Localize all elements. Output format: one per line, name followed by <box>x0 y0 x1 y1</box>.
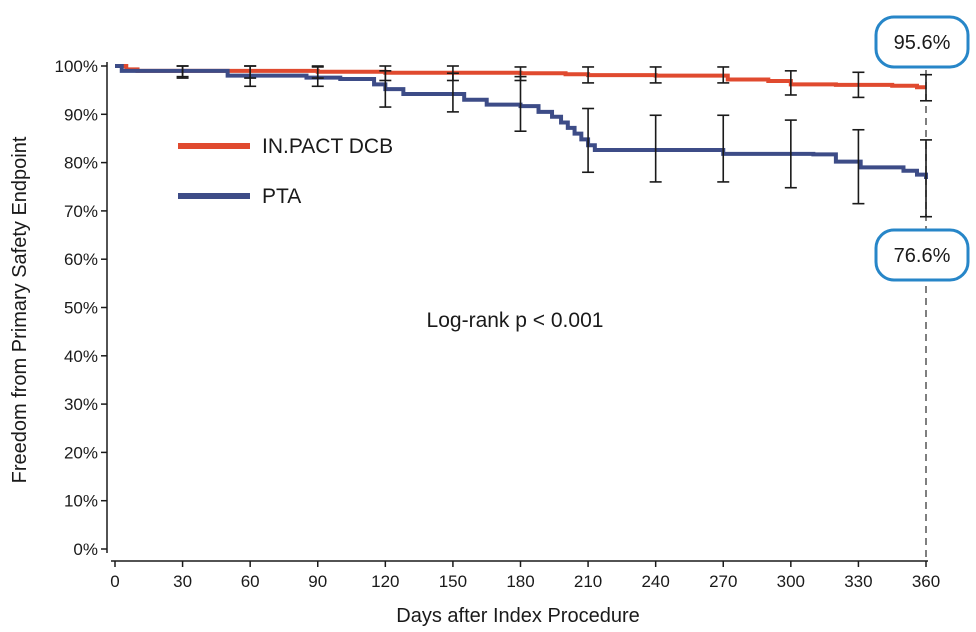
x-tick-label: 30 <box>173 572 192 591</box>
x-tick-label: 240 <box>641 572 669 591</box>
y-tick-label: 80% <box>64 154 98 173</box>
x-tick-label: 180 <box>506 572 534 591</box>
y-tick-label: 10% <box>64 492 98 511</box>
x-tick-label: 120 <box>371 572 399 591</box>
x-tick-label: 270 <box>709 572 737 591</box>
y-tick-label: 100% <box>55 57 98 76</box>
x-tick-label: 150 <box>439 572 467 591</box>
callout-dcb-final: 95.6% <box>876 17 968 67</box>
y-tick-label: 90% <box>64 105 98 124</box>
y-tick-label: 20% <box>64 443 98 462</box>
x-tick-label: 330 <box>844 572 872 591</box>
callout-dcb-value: 95.6% <box>894 32 951 54</box>
callout-pta-final: 76.6% <box>876 230 968 280</box>
y-tick-label: 70% <box>64 202 98 221</box>
y-tick-label: 30% <box>64 395 98 414</box>
y-tick-label: 60% <box>64 250 98 269</box>
y-tick-label: 50% <box>64 299 98 318</box>
callout-pta-value: 76.6% <box>894 245 951 267</box>
y-axis-title: Freedom from Primary Safety Endpoint <box>9 136 31 483</box>
x-tick-label: 360 <box>912 572 940 591</box>
legend: IN.PACT DCB PTA <box>178 135 393 208</box>
x-tick-label: 300 <box>777 572 805 591</box>
x-tick-label: 210 <box>574 572 602 591</box>
legend-label-pta: PTA <box>262 185 301 208</box>
y-tick-label: 0% <box>73 540 98 559</box>
x-tick-label: 0 <box>110 572 119 591</box>
error-bar-pta <box>920 140 932 217</box>
legend-label-dcb: IN.PACT DCB <box>262 135 393 158</box>
x-tick-label: 90 <box>308 572 327 591</box>
y-tick-label: 40% <box>64 347 98 366</box>
logrank-annotation: Log-rank p < 0.001 <box>427 309 604 332</box>
x-tick-label: 60 <box>241 572 260 591</box>
x-axis-title: Days after Index Procedure <box>396 605 639 627</box>
